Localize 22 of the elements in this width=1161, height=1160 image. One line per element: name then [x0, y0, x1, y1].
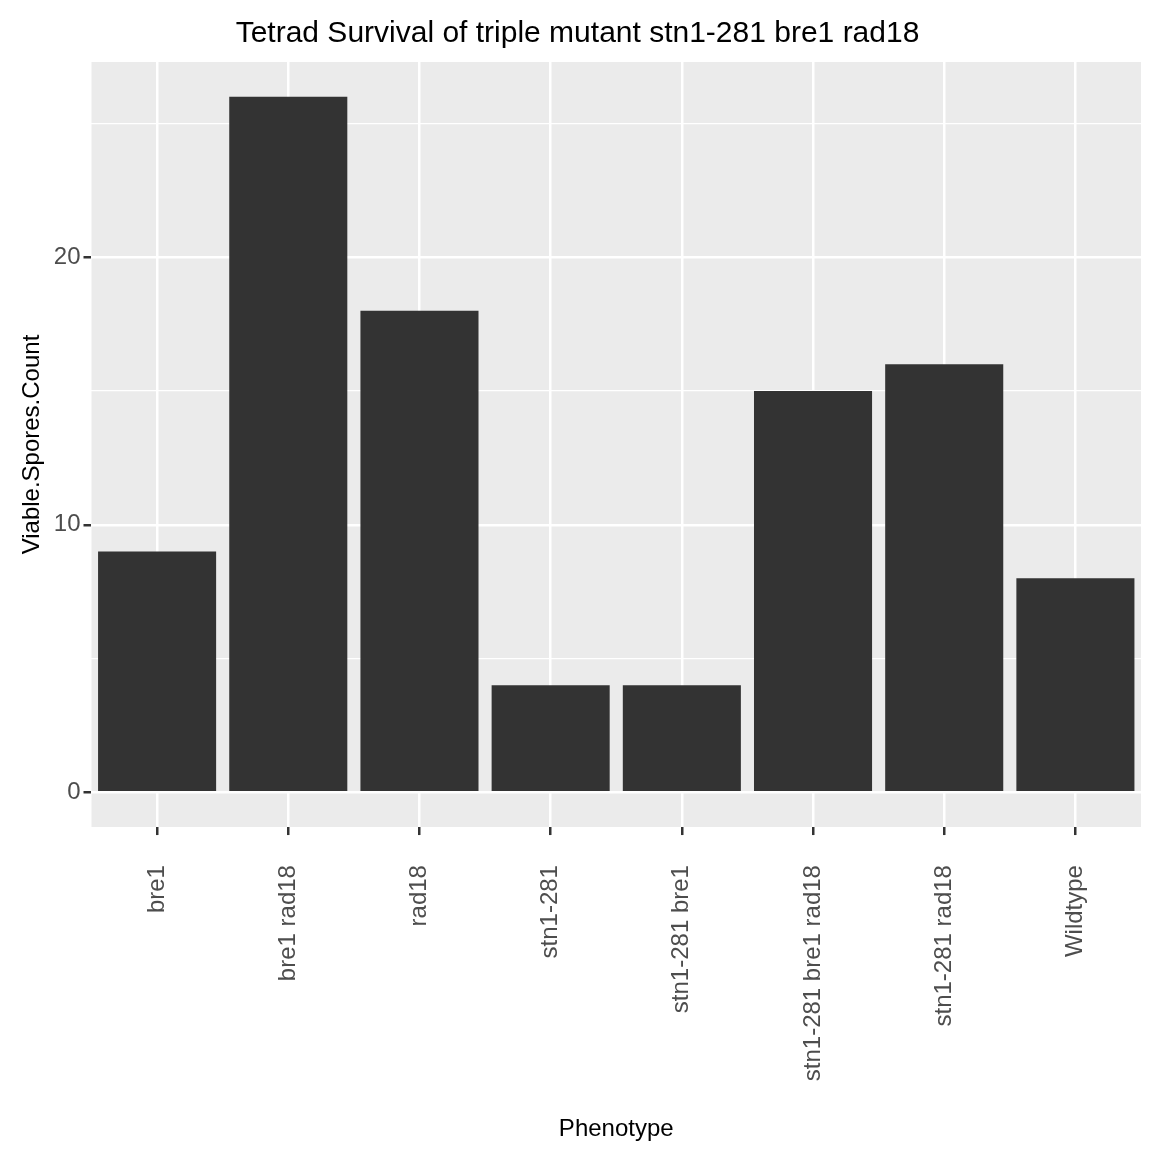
bar	[98, 551, 217, 792]
y-tick-label: 20	[53, 241, 81, 269]
x-axis-title: Phenotype	[558, 1114, 674, 1142]
y-tick-label: 0	[67, 776, 81, 804]
x-tick-label: stn1-281 rad18	[928, 865, 956, 1027]
y-axis-title: Viable.Spores.Count	[17, 334, 45, 555]
bar	[754, 391, 873, 792]
bar	[1016, 578, 1135, 792]
bar	[491, 685, 610, 792]
bar	[229, 96, 348, 792]
x-tick-label: stn1-281 bre1	[666, 865, 694, 1014]
bar	[622, 685, 741, 792]
x-tick-label: stn1-281	[535, 865, 563, 959]
bar	[885, 364, 1004, 792]
x-tick-label: rad18	[404, 865, 432, 927]
bar	[360, 310, 479, 792]
x-tick-label: bre1	[141, 865, 169, 914]
x-tick-label: bre1 rad18	[272, 865, 300, 982]
x-tick-label: Wildtype	[1060, 865, 1088, 958]
chart-title: Tetrad Survival of triple mutant stn1-281 bre1 rad18	[235, 15, 920, 49]
y-tick-label: 10	[53, 509, 81, 537]
x-tick-label: stn1-281 bre1 rad18	[797, 865, 825, 1082]
